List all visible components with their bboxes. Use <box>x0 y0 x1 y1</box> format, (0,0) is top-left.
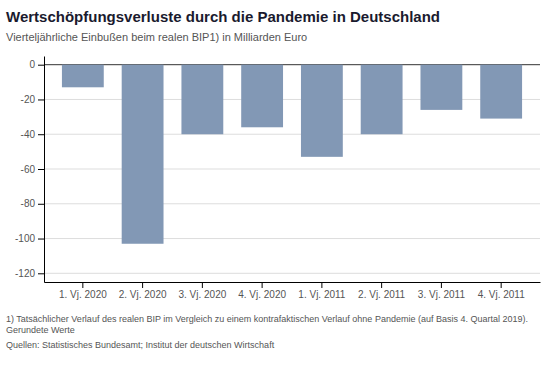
y-tick: -20 <box>21 94 44 105</box>
x-tick-label: 3. Vj. 2011 <box>418 289 466 300</box>
x-tick-mark <box>262 282 263 288</box>
y-axis-line <box>44 57 45 283</box>
x-tick-label: 1. Vj. 2011 <box>298 289 346 300</box>
bars <box>62 65 522 244</box>
grid-line <box>44 238 540 239</box>
bar <box>301 65 343 157</box>
x-tick: 3. Vj. 2011 <box>418 282 466 300</box>
x-axis: 1. Vj. 2020 2. Vj. 2020 3. Vj. 2020 4. Vj. … <box>45 282 541 300</box>
y-tick: 0 <box>29 59 44 70</box>
grid-line <box>44 134 540 135</box>
y-tick-label: -120 <box>15 268 35 279</box>
grid-line <box>44 99 540 100</box>
text-line: Gerundete Werte <box>6 325 75 335</box>
x-tick: 1. Vj. 2020 <box>59 282 107 300</box>
y-tick: -120 <box>15 268 44 279</box>
grid-line <box>44 273 540 274</box>
x-tick-mark <box>82 282 83 288</box>
y-tick-label: -40 <box>21 129 36 140</box>
y-tick-mark <box>38 99 44 100</box>
y-tick: -60 <box>21 164 44 175</box>
y-tick-label: -20 <box>21 94 36 105</box>
x-tick-mark <box>202 282 203 288</box>
bar <box>122 65 164 244</box>
y-tick: -80 <box>21 198 44 209</box>
x-tick: 3. Vj. 2020 <box>178 282 226 300</box>
bar <box>361 65 403 135</box>
y-tick-label: 0 <box>29 59 35 70</box>
grid-line <box>44 203 540 204</box>
chart: Wertschöpfungsverluste durch die Pandemi… <box>0 0 550 366</box>
zero-line <box>44 64 540 65</box>
y-tick-label: -100 <box>15 233 35 244</box>
x-tick-label: 4. Vj. 2011 <box>478 289 526 300</box>
y-tick-mark <box>38 65 44 66</box>
x-tick: 2. Vj. 2020 <box>119 282 167 300</box>
x-tick-label: 2. Vj. 2020 <box>119 289 167 300</box>
x-axis-line <box>45 282 541 283</box>
y-tick: -40 <box>21 129 44 140</box>
x-tick: 4. Vj. 2011 <box>478 282 526 300</box>
y-tick-mark <box>38 273 44 274</box>
y-tick: -100 <box>15 233 44 244</box>
grid <box>44 65 540 274</box>
source: Quellen: Statistisches Bundesamt; Instit… <box>6 340 275 350</box>
x-tick-mark <box>381 282 382 288</box>
y-tick-mark <box>38 204 44 205</box>
bar <box>480 65 522 119</box>
y-tick-label: -80 <box>21 198 36 209</box>
grid-line <box>44 169 540 170</box>
subtitle: Vierteljährliche Einbußen beim realen BI… <box>6 31 307 43</box>
x-tick: 1. Vj. 2011 <box>298 282 346 300</box>
y-tick-mark <box>38 134 44 135</box>
x-tick-mark <box>142 282 143 288</box>
bar <box>241 65 283 128</box>
y-axis: 0 -20 -40 -60 -80 -100 -120 <box>15 57 45 283</box>
x-tick: 2. Vj. 2011 <box>358 282 406 300</box>
x-tick-label: 1. Vj. 2020 <box>59 289 107 300</box>
title: Wertschöpfungsverluste durch die Pandemi… <box>6 8 440 25</box>
y-tick-label: -60 <box>21 164 36 175</box>
bar <box>181 65 223 135</box>
bar <box>420 65 462 110</box>
y-tick-mark <box>38 239 44 240</box>
x-tick-mark <box>321 282 322 288</box>
text-line: 1) Tatsächlicher Verlauf des realen BIP … <box>6 314 528 324</box>
x-tick-label: 4. Vj. 2020 <box>238 289 286 300</box>
x-tick-mark <box>441 282 442 288</box>
x-tick-label: 3. Vj. 2020 <box>178 289 226 300</box>
x-tick: 4. Vj. 2020 <box>238 282 286 300</box>
footnote: 1) Tatsächlicher Verlauf des realen BIP … <box>6 314 528 335</box>
x-tick-label: 2. Vj. 2011 <box>358 289 406 300</box>
x-tick-mark <box>501 282 502 288</box>
bar <box>62 65 104 88</box>
y-tick-mark <box>38 169 44 170</box>
